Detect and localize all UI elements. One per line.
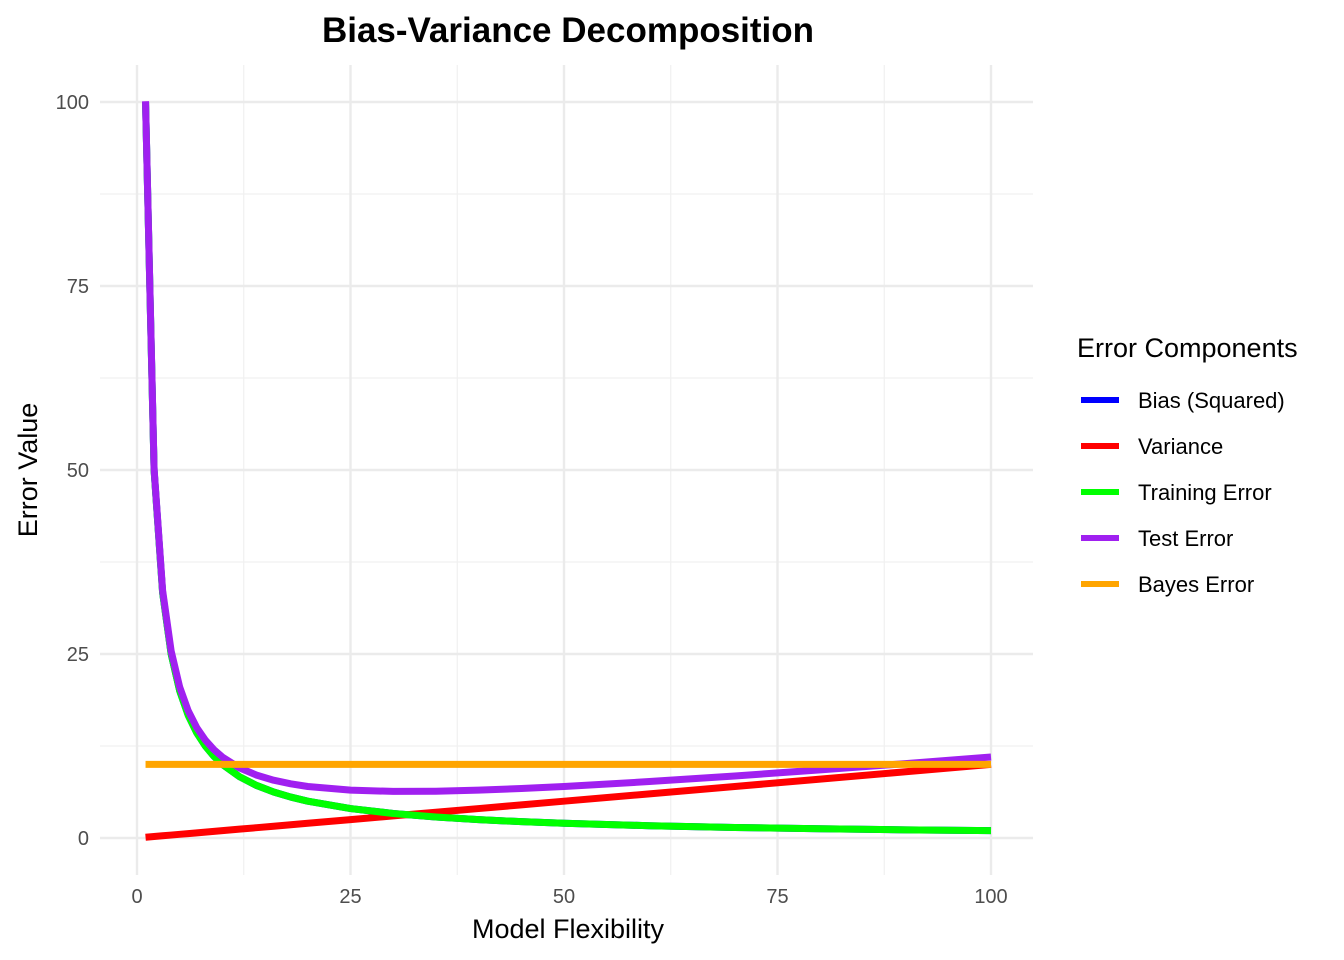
series-lines [142, 101, 992, 841]
legend-label-bayes-error: Bayes Error [1138, 572, 1254, 597]
x-axis-ticks: 0 25 50 75 100 [131, 886, 1007, 908]
x-tick-label: 50 [553, 886, 575, 908]
legend-label-test-error: Test Error [1138, 526, 1233, 551]
grid-layer [100, 65, 1033, 875]
y-tick-label: 0 [78, 828, 89, 850]
legend-title: Error Components [1077, 333, 1298, 363]
legend-item-test-error: Test Error [1081, 526, 1233, 551]
y-tick-label: 50 [67, 460, 89, 482]
y-axis-title: Error Value [13, 403, 43, 538]
legend-item-training-error: Training Error [1081, 480, 1272, 505]
x-tick-label: 25 [339, 886, 361, 908]
legend-label-bias-squared: Bias (Squared) [1138, 388, 1285, 413]
y-tick-label: 75 [67, 276, 89, 298]
x-tick-label: 75 [766, 886, 788, 908]
chart-title: Bias-Variance Decomposition [322, 11, 814, 50]
legend-item-bias-squared: Bias (Squared) [1081, 388, 1285, 413]
y-tick-label: 25 [67, 644, 89, 666]
series-line-variance [145, 760, 992, 841]
y-tick-label: 100 [56, 92, 89, 114]
legend: Error Components Bias (Squared) Variance T… [1077, 333, 1298, 597]
legend-items: Bias (Squared) Variance Training Error Test… [1081, 388, 1285, 597]
series-line-test-error [142, 101, 992, 795]
legend-item-variance: Variance [1081, 434, 1223, 459]
legend-label-training-error: Training Error [1138, 480, 1272, 505]
x-tick-label: 100 [974, 886, 1007, 908]
legend-item-bayes-error: Bayes Error [1081, 572, 1254, 597]
x-tick-label: 0 [131, 886, 142, 908]
x-axis-title: Model Flexibility [472, 914, 665, 944]
y-axis-ticks: 0 25 50 75 100 [56, 92, 89, 850]
legend-label-variance: Variance [1138, 434, 1223, 459]
